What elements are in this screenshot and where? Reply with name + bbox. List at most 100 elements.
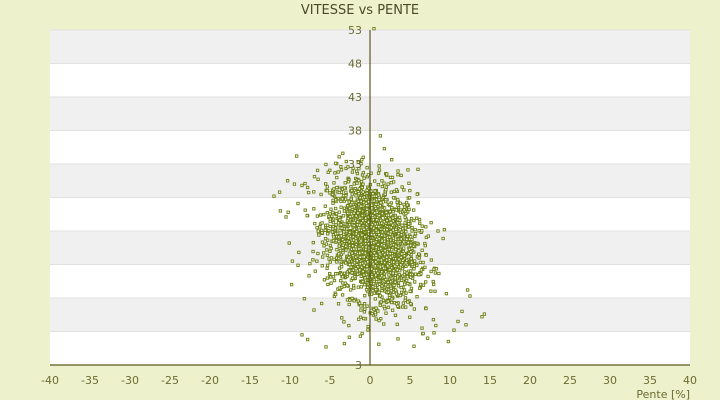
data-point xyxy=(415,295,419,299)
data-point xyxy=(342,206,347,210)
data-point xyxy=(339,278,343,283)
data-point xyxy=(421,283,426,287)
data-point xyxy=(328,243,332,248)
data-point xyxy=(362,310,367,314)
data-point xyxy=(374,245,378,250)
data-point xyxy=(325,185,329,189)
data-point xyxy=(441,236,445,241)
data-point xyxy=(315,259,319,263)
data-point xyxy=(412,218,416,223)
data-point xyxy=(322,278,327,282)
data-point xyxy=(413,272,418,276)
data-point xyxy=(319,301,324,306)
data-point xyxy=(374,194,379,198)
data-point xyxy=(361,155,365,159)
data-point xyxy=(358,268,362,272)
data-point xyxy=(334,239,339,243)
data-point xyxy=(404,211,408,216)
data-point xyxy=(397,232,401,236)
data-point xyxy=(393,237,398,241)
data-point xyxy=(345,227,349,231)
data-point xyxy=(412,307,417,311)
data-point xyxy=(418,260,423,265)
data-point xyxy=(432,331,436,335)
data-point xyxy=(360,185,364,190)
data-point xyxy=(363,276,367,280)
data-point xyxy=(348,215,352,219)
data-point xyxy=(387,247,391,252)
data-point xyxy=(380,270,384,274)
data-point xyxy=(402,202,406,207)
data-point xyxy=(378,265,383,269)
data-point xyxy=(362,176,366,180)
x-tick-label: -10 xyxy=(281,374,299,387)
data-point xyxy=(394,292,399,296)
data-point xyxy=(345,283,349,288)
data-point xyxy=(377,342,381,346)
data-point xyxy=(325,253,330,257)
data-point xyxy=(413,280,417,284)
data-point xyxy=(325,223,330,227)
data-point xyxy=(386,213,391,217)
data-point xyxy=(377,318,381,323)
data-point xyxy=(406,300,410,304)
data-point xyxy=(372,251,377,255)
data-point xyxy=(329,207,333,211)
y-tick-label: 3 xyxy=(355,359,362,372)
data-point xyxy=(328,260,332,264)
data-point xyxy=(334,206,338,211)
data-point xyxy=(374,273,378,277)
data-point xyxy=(408,188,412,193)
data-point xyxy=(285,179,290,183)
data-point xyxy=(374,317,378,321)
data-point xyxy=(372,268,376,273)
data-point xyxy=(342,186,347,190)
data-point xyxy=(315,214,320,218)
data-point xyxy=(338,248,343,253)
data-point xyxy=(350,192,354,196)
data-point xyxy=(284,215,288,219)
data-point xyxy=(384,198,388,202)
data-point xyxy=(385,218,389,223)
data-point xyxy=(359,265,364,269)
data-point xyxy=(396,284,401,288)
data-point xyxy=(352,227,357,231)
data-point xyxy=(344,244,348,249)
data-point xyxy=(349,197,353,201)
data-point xyxy=(335,248,339,252)
data-point xyxy=(423,265,427,269)
data-point xyxy=(354,214,358,218)
x-tick-label: -35 xyxy=(81,374,99,387)
data-point xyxy=(423,243,427,248)
data-point xyxy=(402,288,407,292)
data-point xyxy=(384,283,388,287)
x-tick-label: -15 xyxy=(241,374,259,387)
data-point xyxy=(332,278,337,283)
data-point xyxy=(356,265,360,269)
data-point xyxy=(323,228,327,232)
data-point xyxy=(351,166,355,170)
data-point xyxy=(403,205,407,209)
data-point xyxy=(318,225,322,229)
data-point xyxy=(325,266,329,270)
data-point xyxy=(386,299,390,303)
data-point xyxy=(347,302,351,307)
data-point xyxy=(382,146,387,151)
data-point xyxy=(407,247,412,251)
data-point xyxy=(330,192,335,197)
data-point xyxy=(307,274,311,278)
data-point xyxy=(272,194,276,198)
data-point xyxy=(347,323,351,328)
data-point xyxy=(362,301,367,306)
data-point xyxy=(429,220,433,225)
data-point xyxy=(359,274,363,278)
data-point xyxy=(308,261,312,266)
data-point xyxy=(332,235,336,239)
data-point xyxy=(464,323,468,327)
data-point xyxy=(402,273,407,277)
data-point xyxy=(346,216,350,221)
data-point xyxy=(340,316,344,320)
x-tick-label: -5 xyxy=(325,374,336,387)
data-point xyxy=(382,206,387,210)
data-point xyxy=(320,228,324,232)
